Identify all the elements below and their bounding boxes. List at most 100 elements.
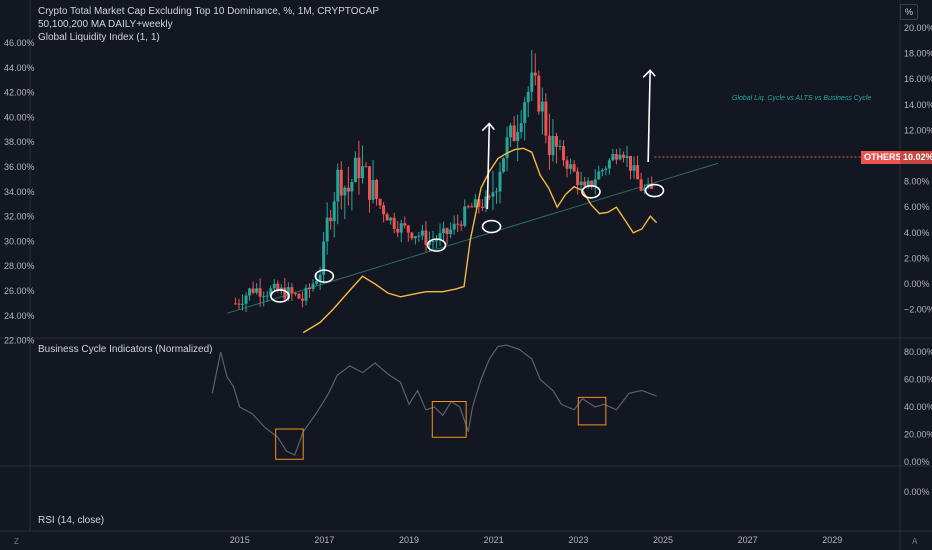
candle-body: [396, 228, 400, 233]
candle-body: [512, 125, 516, 141]
candle-body: [597, 171, 601, 180]
candle-body: [579, 181, 583, 186]
cycle-axis-tick: 20.00%: [904, 430, 932, 440]
candle-body: [244, 295, 248, 304]
right-axis-tick: 16.00%: [904, 74, 932, 84]
left-axis-tick: 22.00%: [4, 336, 35, 346]
candle-body: [290, 287, 294, 294]
time-axis-tick: 2021: [484, 535, 504, 545]
candle-body: [547, 135, 551, 156]
candle-body: [413, 236, 417, 239]
touch-circle: [644, 183, 665, 198]
candle-body: [311, 283, 315, 290]
rsi-axis-tick: 0.00%: [904, 487, 930, 497]
candle-body: [272, 283, 276, 289]
axis-unit-toggle[interactable]: %: [900, 4, 918, 20]
candle-body: [477, 199, 481, 207]
right-axis-tick: 18.00%: [904, 49, 932, 59]
candle-body: [251, 288, 255, 293]
candle-body: [403, 223, 407, 226]
candle-body: [420, 230, 424, 236]
candle-body: [417, 235, 421, 237]
candle-body: [339, 169, 343, 196]
rsi-pane-title[interactable]: RSI (14, close): [38, 515, 105, 526]
right-axis-tick: 2.00%: [904, 253, 930, 263]
left-axis-tick: 26.00%: [4, 286, 35, 296]
trough-highlight-box: [275, 428, 304, 460]
candle-body: [385, 214, 389, 221]
candle-body: [586, 180, 590, 187]
candle-body: [325, 217, 329, 242]
arrow-head: [481, 122, 495, 132]
candle-body: [569, 164, 573, 169]
right-axis-tick: 4.00%: [904, 228, 930, 238]
candle-body: [346, 187, 350, 192]
trough-highlight-box: [431, 401, 467, 438]
business-cycle-pane-title: Business Cycle Indicators (Normalized): [38, 344, 213, 355]
candle-body: [350, 181, 354, 192]
left-axis-tick: 46.00%: [4, 38, 35, 48]
candle-body: [632, 165, 636, 171]
candle-body: [456, 223, 460, 225]
left-axis-tick: 36.00%: [4, 162, 35, 172]
candle-body: [375, 179, 379, 199]
candle-body: [470, 206, 474, 208]
candle-body: [360, 166, 364, 179]
left-axis-tick: 24.00%: [4, 311, 35, 321]
time-axis-tick: 2019: [399, 535, 419, 545]
liquidity-line: [302, 147, 658, 334]
candle-body: [516, 131, 520, 141]
candle-body: [614, 154, 618, 160]
candle-body: [611, 154, 615, 161]
touch-circle: [270, 289, 290, 303]
candle-body: [357, 157, 361, 179]
candle-body: [565, 160, 569, 169]
candle-body: [332, 201, 336, 222]
candle-body: [463, 206, 467, 226]
chart-annotation: Global Liq. Cycle vs ALTS vs Business Cy…: [732, 95, 872, 102]
time-axis-tick: 2023: [568, 535, 588, 545]
candle-body: [336, 169, 340, 202]
candle-body: [371, 179, 375, 200]
candle-body: [318, 274, 322, 282]
candle-body: [530, 72, 534, 92]
candle-body: [621, 154, 625, 158]
candle-body: [265, 295, 269, 297]
candle-body: [399, 223, 403, 233]
touch-circle: [314, 269, 335, 283]
cycle-axis-tick: 80.00%: [904, 347, 932, 357]
candle-body: [519, 123, 523, 132]
auto-scale-button[interactable]: A: [912, 537, 918, 546]
candle-body: [258, 288, 262, 297]
candle-body: [604, 168, 608, 170]
candle-body: [526, 91, 530, 103]
time-axis-tick: 2029: [822, 535, 842, 545]
candle-body: [576, 171, 580, 186]
candle-body: [438, 233, 442, 241]
candle-body: [593, 179, 597, 186]
candle-body: [491, 192, 495, 197]
trough-highlight-box: [577, 396, 607, 426]
candle-body: [449, 229, 453, 235]
touch-circle: [581, 185, 601, 199]
candle-body: [276, 283, 280, 291]
candle-body: [523, 102, 527, 124]
candle-body: [466, 206, 470, 208]
left-axis-tick: 44.00%: [4, 63, 35, 73]
zoom-icon[interactable]: Z: [14, 537, 19, 546]
right-axis-tick: 8.00%: [904, 177, 930, 187]
candle-body: [435, 240, 439, 242]
candle-body: [554, 135, 558, 147]
candle-body: [293, 293, 297, 295]
candle-body: [650, 183, 654, 189]
candle-body: [639, 179, 643, 191]
right-axis-tick: 14.00%: [904, 100, 932, 110]
candle-body: [368, 166, 372, 200]
time-axis-tick: 2017: [314, 535, 334, 545]
candle-body: [629, 155, 633, 171]
candle-body: [283, 287, 287, 299]
candle-body: [233, 303, 237, 305]
candle-body: [410, 232, 414, 239]
candle-body: [382, 205, 386, 215]
left-axis-tick: 30.00%: [4, 236, 35, 246]
